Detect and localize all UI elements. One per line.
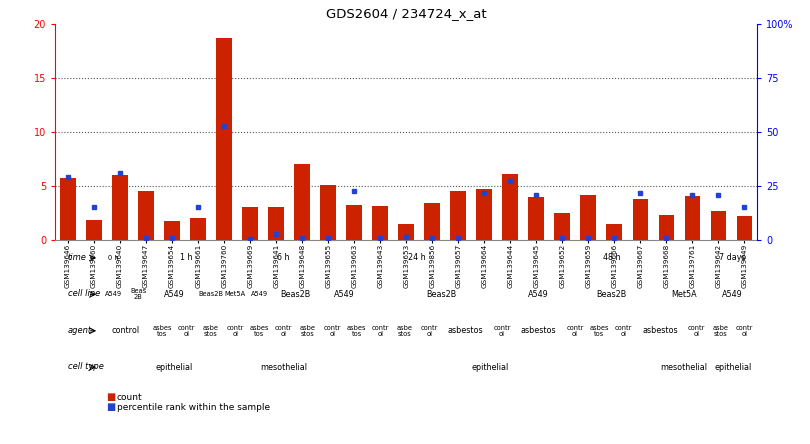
Text: contr
ol: contr ol [688, 325, 705, 337]
Text: contr
ol: contr ol [420, 325, 438, 337]
Text: contr
ol: contr ol [275, 325, 292, 337]
Bar [216, 39, 232, 240]
Text: epithelial: epithelial [156, 363, 193, 372]
Text: A549: A549 [164, 290, 185, 299]
Text: contr
ol: contr ol [372, 325, 390, 337]
Text: contr
ol: contr ol [615, 325, 632, 337]
Bar [347, 205, 362, 240]
Text: Beas2B: Beas2B [281, 290, 311, 299]
Text: Beas2B: Beas2B [198, 291, 224, 297]
Text: contr
ol: contr ol [566, 325, 584, 337]
Text: asbe
stos: asbe stos [300, 325, 316, 337]
Bar [373, 206, 388, 240]
Text: asbestos: asbestos [448, 326, 484, 335]
Text: percentile rank within the sample: percentile rank within the sample [117, 403, 270, 412]
Text: contr
ol: contr ol [178, 325, 195, 337]
Bar [450, 191, 466, 240]
Bar [399, 224, 414, 240]
Bar [633, 199, 648, 240]
Text: mesothelial: mesothelial [661, 363, 708, 372]
Bar [164, 222, 180, 240]
Text: 24 h: 24 h [408, 254, 426, 262]
Text: asbes
tos: asbes tos [347, 325, 366, 337]
Text: contr
ol: contr ol [323, 325, 341, 337]
Text: 6 h: 6 h [278, 254, 290, 262]
Text: A549: A549 [723, 290, 743, 299]
Text: time: time [68, 253, 87, 262]
Text: asbes
tos: asbes tos [590, 325, 609, 337]
Text: contr
ol: contr ol [227, 325, 244, 337]
Text: contr
ol: contr ol [736, 325, 753, 337]
Bar [555, 213, 570, 240]
Text: cell type: cell type [68, 362, 104, 371]
Bar [607, 224, 622, 240]
Bar [190, 218, 206, 240]
Bar [736, 216, 752, 240]
Text: Beas2B: Beas2B [596, 290, 626, 299]
Bar [710, 211, 726, 240]
Bar [502, 174, 518, 240]
Text: asbe
stos: asbe stos [202, 325, 219, 337]
Text: epithelial: epithelial [471, 363, 509, 372]
Text: agent: agent [68, 325, 92, 334]
Text: A549: A549 [528, 290, 549, 299]
Text: Met5A: Met5A [224, 291, 245, 297]
Bar [684, 196, 700, 240]
Bar [113, 175, 128, 240]
Text: A549: A549 [105, 291, 122, 297]
Text: asbestos: asbestos [521, 326, 556, 335]
Bar [528, 197, 544, 240]
Text: 7 days: 7 days [719, 254, 746, 262]
Text: A549: A549 [334, 290, 355, 299]
Bar [60, 178, 76, 240]
Text: Beas
2B: Beas 2B [130, 288, 146, 301]
Bar [294, 164, 310, 240]
Text: asbestos: asbestos [642, 326, 678, 335]
Text: asbes
tos: asbes tos [249, 325, 269, 337]
Text: 1 h: 1 h [181, 254, 193, 262]
Text: cell line: cell line [68, 289, 100, 298]
Text: ■: ■ [106, 392, 115, 402]
Text: contr
ol: contr ol [493, 325, 511, 337]
Bar [268, 207, 284, 240]
Text: asbe
stos: asbe stos [713, 325, 728, 337]
Text: A549: A549 [251, 291, 268, 297]
Bar [581, 194, 596, 240]
Text: count: count [117, 393, 143, 402]
Text: epithelial: epithelial [714, 363, 752, 372]
Text: ■: ■ [106, 402, 115, 412]
Bar [321, 185, 336, 240]
Bar [476, 189, 492, 240]
Text: Met5A: Met5A [671, 290, 697, 299]
Text: GDS2604 / 234724_x_at: GDS2604 / 234724_x_at [326, 7, 487, 20]
Text: Beas2B: Beas2B [426, 290, 457, 299]
Bar [139, 191, 154, 240]
Text: mesothelial: mesothelial [260, 363, 307, 372]
Text: asbes
tos: asbes tos [152, 325, 172, 337]
Text: 48 h: 48 h [603, 254, 620, 262]
Bar [659, 215, 674, 240]
Text: 0 h: 0 h [109, 255, 119, 261]
Text: control: control [112, 326, 140, 335]
Bar [87, 220, 102, 240]
Bar [242, 207, 258, 240]
Text: asbe
stos: asbe stos [397, 325, 413, 337]
Bar [424, 203, 440, 240]
